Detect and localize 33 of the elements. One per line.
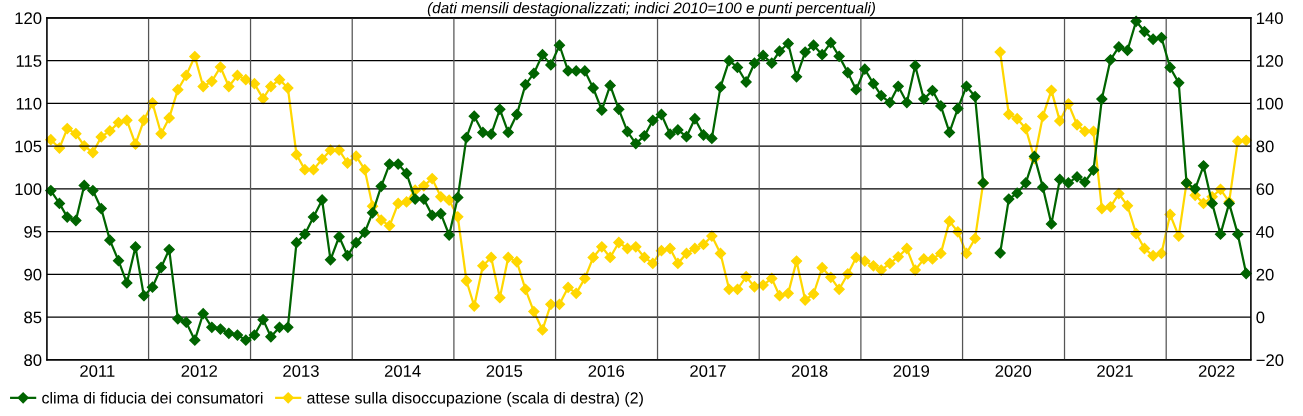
x-tick-label: 2012 bbox=[181, 365, 217, 377]
x-tick-label: 2018 bbox=[791, 365, 828, 377]
y2-tick-label: 120 bbox=[1257, 55, 1283, 67]
x-tick-label: 2022 bbox=[1198, 365, 1235, 377]
y2-tick-label: 40 bbox=[1256, 226, 1274, 238]
x-tick-label: 2021 bbox=[1097, 365, 1133, 377]
y2-tick-label: 80 bbox=[1256, 140, 1274, 153]
x-tick-label: 2016 bbox=[588, 365, 625, 377]
chart-subtitle: (dati mensili destagionalizzati; indici 2010=100 e punti percentuali) bbox=[427, 2, 876, 17]
y-tick-label: 90 bbox=[24, 268, 42, 281]
y2-tick-label: 20 bbox=[1256, 268, 1274, 281]
x-tick-label: 2013 bbox=[283, 365, 319, 377]
x-tick-label: 2020 bbox=[995, 365, 1032, 377]
y-tick-label: 110 bbox=[16, 97, 42, 110]
y2-tick-label: 60 bbox=[1256, 183, 1274, 196]
x-tick-label: 2017 bbox=[690, 365, 726, 377]
x-tick-label: 2015 bbox=[486, 365, 523, 377]
y-tick-label: 115 bbox=[16, 55, 42, 67]
legend-label: clima di fiducia dei consumatori bbox=[42, 391, 263, 404]
y2-tick-label: −20 bbox=[1256, 354, 1284, 367]
y2-tick-label: 140 bbox=[1257, 12, 1283, 25]
x-tick-label: 2019 bbox=[893, 365, 930, 377]
y-tick-label: 85 bbox=[24, 311, 42, 324]
y-tick-label: 105 bbox=[15, 140, 42, 153]
y2-tick-label: 100 bbox=[1257, 97, 1283, 110]
x-tick-label: 2014 bbox=[384, 365, 421, 377]
y-tick-label: 80 bbox=[24, 354, 42, 367]
y-tick-label: 120 bbox=[15, 12, 42, 25]
y2-tick-label: 0 bbox=[1256, 311, 1265, 324]
y-tick-label: 100 bbox=[15, 183, 42, 196]
legend-label: attese sulla disoccupazione (scala di destra) (2) bbox=[307, 391, 643, 407]
y-tick-label: 95 bbox=[24, 226, 42, 238]
x-tick-label: 2011 bbox=[80, 365, 115, 377]
